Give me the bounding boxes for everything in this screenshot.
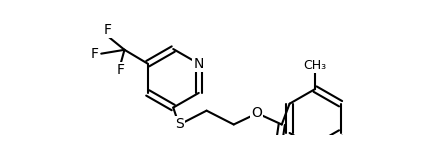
Text: F: F — [103, 23, 111, 37]
Text: S: S — [175, 117, 184, 131]
Text: F: F — [116, 63, 125, 77]
Text: CH₃: CH₃ — [303, 59, 327, 73]
Text: F: F — [91, 47, 99, 61]
Text: N: N — [193, 57, 204, 71]
Text: O: O — [252, 106, 262, 120]
